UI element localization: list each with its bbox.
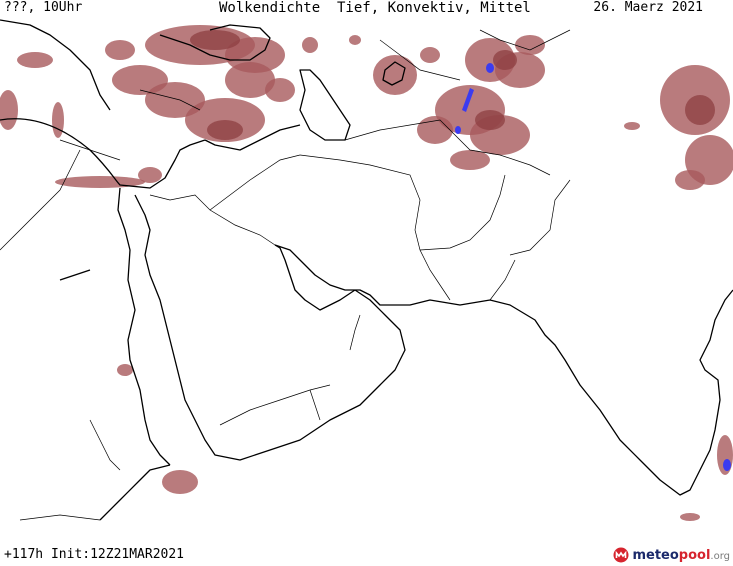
run-label: ???, 10Uhr [4,0,83,15]
meteopool-logo-icon [613,547,629,563]
coastlines [0,19,733,521]
map-title: Wolkendichte Tief, Konvektiv, Mittel [219,0,531,16]
valid-date: 26. Maerz 2021 [593,0,703,15]
convective-cells [455,63,731,471]
logo-text: meteopool.org [632,547,730,563]
country-borders [0,29,571,521]
cloud-patches [0,25,733,521]
meteopool-logo: meteopool.org [613,547,730,563]
init-time-label: +117h Init:12Z21MAR2021 [4,547,185,562]
